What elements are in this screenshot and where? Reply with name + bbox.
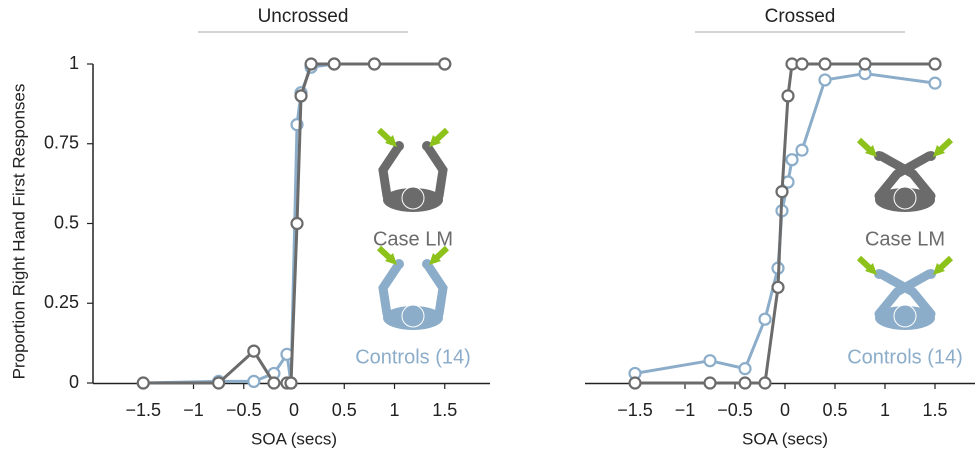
head [894, 187, 916, 209]
data-point [705, 378, 716, 389]
data-point [760, 378, 771, 389]
x-axis-label: SOA (secs) [742, 429, 828, 448]
hand-posture-icon [859, 140, 951, 212]
y-axis-label: Proportion Right Hand First Responses [9, 84, 28, 380]
data-point [268, 378, 279, 389]
data-point [820, 74, 831, 85]
x-tick-label: 1.5 [432, 400, 457, 420]
data-point [740, 363, 751, 374]
data-point [860, 59, 871, 70]
data-point [773, 282, 784, 293]
x-tick-label: −0.5 [226, 400, 262, 420]
data-point [213, 378, 224, 389]
x-tick-label: 1.5 [922, 400, 947, 420]
legend-label: Controls (14) [355, 346, 471, 368]
data-point [930, 78, 941, 89]
data-point [787, 154, 798, 165]
data-point [138, 378, 149, 389]
y-tick-label: 0.25 [44, 292, 79, 312]
x-axis-label: SOA (secs) [251, 429, 337, 448]
data-point [783, 90, 794, 101]
y-tick-label: 0.5 [54, 212, 79, 232]
x-tick-label: −1.5 [125, 400, 161, 420]
data-point [740, 378, 751, 389]
x-tick-label: −1.5 [617, 400, 653, 420]
data-point [705, 355, 716, 366]
y-tick-label: 1 [69, 53, 79, 73]
head [894, 305, 916, 327]
left-arm [383, 264, 399, 314]
x-tick-label: −0.5 [717, 400, 753, 420]
data-point [285, 378, 296, 389]
data-point [369, 59, 380, 70]
data-point [630, 378, 641, 389]
data-point [329, 59, 340, 70]
right-arm [427, 146, 443, 196]
hand-posture-icon [379, 248, 447, 330]
hand-posture-icon [379, 130, 447, 212]
legend-label: Case LM [865, 228, 945, 250]
data-point [439, 59, 450, 70]
x-tick-label: 0.5 [332, 400, 357, 420]
head [402, 187, 424, 209]
data-point [797, 59, 808, 70]
left-arm [383, 146, 399, 196]
data-point [306, 59, 317, 70]
legend-label: Controls (14) [847, 346, 963, 368]
x-tick-label: 0 [289, 400, 299, 420]
panel-title: Uncrossed [258, 6, 349, 27]
data-point [292, 218, 303, 229]
series-line [635, 64, 935, 383]
series-line [635, 74, 935, 374]
x-tick-label: 1 [880, 400, 890, 420]
data-point [248, 346, 259, 357]
data-point [820, 59, 831, 70]
x-tick-label: 0.5 [822, 400, 847, 420]
data-point [760, 314, 771, 325]
hand-posture-icon [859, 258, 951, 330]
data-point [777, 186, 788, 197]
y-tick-label: 0.75 [44, 133, 79, 153]
y-tick-label: 0 [69, 372, 79, 392]
panel-title: Crossed [765, 6, 836, 27]
x-tick-label: −1 [183, 400, 204, 420]
x-tick-label: −1 [675, 400, 696, 420]
figure: Uncrossed −1.5 −1 −0.5 0 0.5 1 1.5 SOA (secs) 0 0.… [0, 0, 977, 454]
legend-label: Case LM [373, 228, 453, 250]
head [402, 305, 424, 327]
data-point [248, 376, 259, 387]
right-arm [427, 264, 443, 314]
x-tick-label: 0 [780, 400, 790, 420]
x-tick-label: 1 [390, 400, 400, 420]
data-point [296, 90, 307, 101]
data-point [797, 145, 808, 156]
data-point [930, 59, 941, 70]
